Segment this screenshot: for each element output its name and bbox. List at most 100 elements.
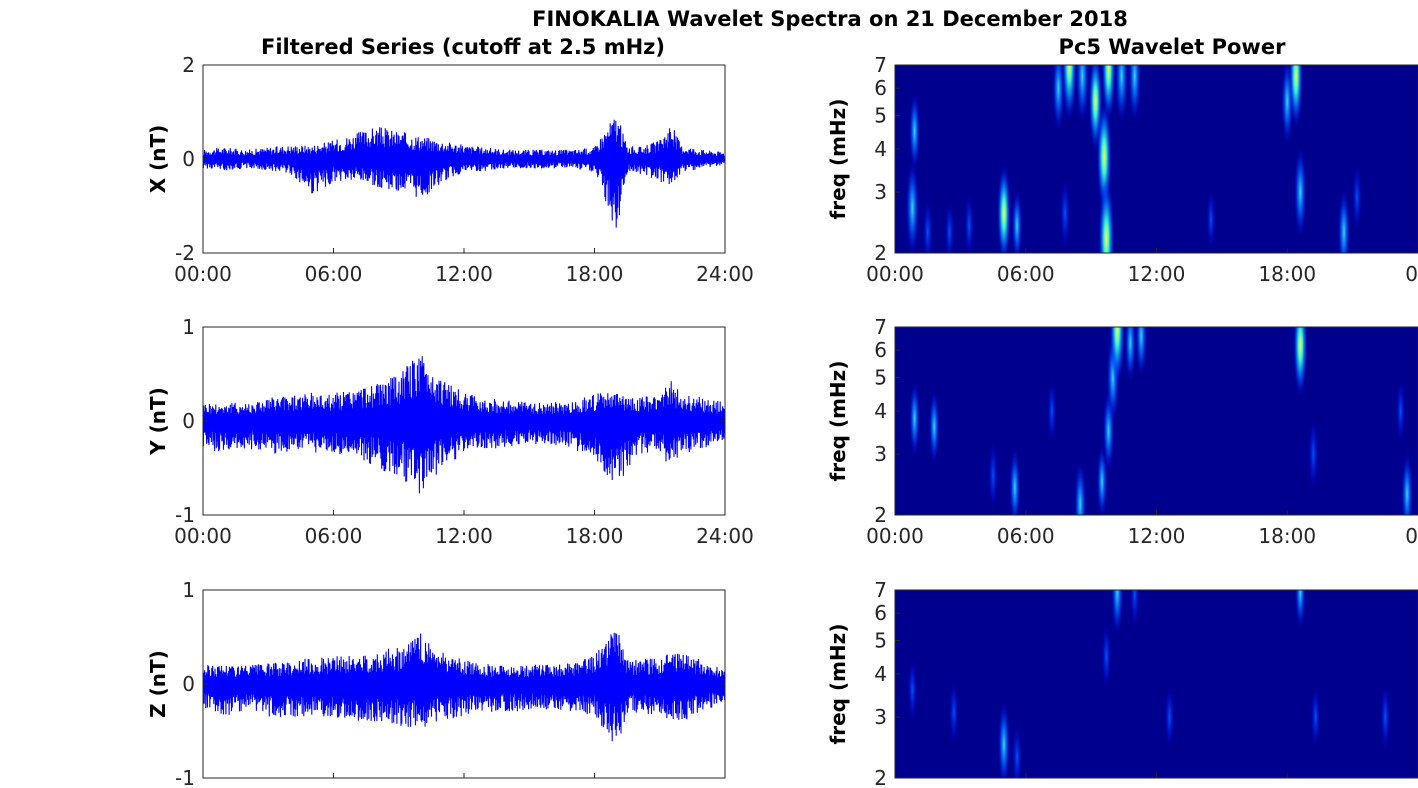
x-series-ytick-label-2: 2 [182, 53, 195, 77]
y-wavelet-panel: 2 3 4 5 67 00:00 06:00 12:00 18:00 00 freq (mHz) [826, 315, 1418, 548]
y-wavelet-power-blob-9 [1109, 327, 1125, 385]
y-wavelet-xtick-label-2: 12:00 [1128, 524, 1186, 548]
z-wavelet-power-blob-1 [949, 681, 959, 743]
y-wavelet-power-blob-0 [909, 381, 920, 456]
x-wavelet-xtick-label-1: 06:00 [997, 262, 1055, 286]
y-series-ytick-label-0: -1 [175, 503, 195, 527]
y-series-ylabel: Y (nT) [146, 387, 170, 456]
y-wavelet-power-layer [909, 327, 1413, 515]
x-wavelet-power-blob-0 [905, 160, 919, 253]
x-wavelet-ytick-label-2: 4 [874, 137, 887, 161]
z-wavelet-power-blob-3 [1012, 724, 1022, 778]
y-wavelet-power-blob-1 [928, 389, 940, 464]
y-wavelet-ytick-label-4: 6 [874, 338, 887, 362]
x-wavelet-panel: 2 3 4 5 67 00:00 06:00 12:00 18:00 00 freq (mHz) [826, 53, 1418, 286]
z-wavelet-ytick-label-4: 6 [874, 601, 887, 625]
right-column-title: Pc5 Wavelet Power [1059, 35, 1287, 59]
x-wavelet-power-blob-7 [1052, 65, 1065, 132]
x-wavelet-power-blob-17 [1206, 191, 1216, 249]
y-wavelet-xtick-label-1: 06:00 [997, 524, 1055, 548]
z-series-ytick-label-0: -1 [175, 766, 195, 788]
y-wavelet-ylabel: freq (mHz) [826, 361, 850, 482]
x-wavelet-power-blob-5 [997, 164, 1011, 253]
z-wavelet-power-blob-9 [1311, 686, 1321, 748]
x-wavelet-power-blob-19 [1288, 65, 1303, 128]
x-series-ytick-label-1: 0 [182, 147, 195, 171]
left-column-title: Filtered Series (cutoff at 2.5 mHz) [261, 35, 665, 59]
x-wavelet-xtick-label-0: 00:00 [866, 262, 924, 286]
x-wavelet-plot-area [895, 65, 1418, 253]
z-series-ytick-label-2: 1 [182, 578, 195, 602]
y-wavelet-power-blob-15 [1396, 380, 1406, 442]
figure-title: FINOKALIA Wavelet Spectra on 21 December… [532, 7, 1128, 31]
x-wavelet-power-blob-2 [922, 199, 933, 253]
x-wavelet-power-blob-22 [1352, 164, 1362, 230]
z-wavelet-power-blob-10 [1380, 684, 1391, 750]
y-wavelet-power-blob-10 [1124, 327, 1136, 382]
y-wavelet-power-blob-13 [1308, 419, 1319, 489]
y-wavelet-plot-area [895, 327, 1418, 515]
y-wavelet-xtick-label-3: 18:00 [1258, 524, 1316, 548]
y-series-panel: -1 0 1 00:00 06:00 12:00 18:00 24:00 Y (nT) [146, 315, 754, 548]
y-series-xtick-label-3: 18:00 [566, 524, 624, 548]
x-wavelet-xtick-label-2: 12:00 [1128, 262, 1186, 286]
y-wavelet-xtick-label-0: 00:00 [866, 524, 924, 548]
y-wavelet-power-blob-14 [1401, 452, 1413, 515]
y-wavelet-xtick-label-4: 00 [1405, 524, 1418, 548]
z-wavelet-power-blob-0 [907, 659, 917, 721]
y-wavelet-ytick-label-1: 3 [874, 442, 887, 466]
y-wavelet-power-blob-12 [1293, 327, 1308, 397]
y-wavelet-ytick-label-3: 5 [874, 365, 887, 389]
x-wavelet-ylabel: freq (mHz) [826, 99, 850, 220]
z-wavelet-plot-area [895, 590, 1418, 778]
y-wavelet-power-blob-6 [1096, 444, 1108, 515]
z-wavelet-ytick-label-1: 3 [874, 705, 887, 729]
x-series-xtick-label-3: 18:00 [566, 262, 624, 286]
z-wavelet-ytick-label-3: 5 [874, 628, 887, 652]
x-wavelet-ytick-label-0: 2 [874, 241, 887, 265]
x-wavelet-ytick-label-1: 3 [874, 180, 887, 204]
x-wavelet-power-blob-20 [1294, 146, 1307, 238]
y-wavelet-power-blob-4 [1047, 380, 1057, 442]
x-wavelet-power-layer [905, 65, 1362, 253]
x-wavelet-power-blob-3 [944, 201, 954, 253]
z-wavelet-power-blob-7 [1165, 686, 1175, 748]
z-wavelet-ytick-label-2: 4 [874, 662, 887, 686]
z-series-ytick-label-1: 0 [182, 672, 195, 696]
x-series-panel: -2 0 2 00:00 06:00 12:00 18:00 24:00 X (nT) [146, 53, 754, 286]
x-wavelet-ytick-label-5: 7 [874, 53, 887, 77]
x-wavelet-ytick-label-3: 5 [874, 103, 887, 127]
z-wavelet-panel: 2 3 4 5 67 freq (mHz) [826, 578, 1418, 788]
z-wavelet-power-blob-5 [1111, 590, 1124, 636]
x-series-ytick-label-0: -2 [175, 241, 195, 265]
y-series-ytick-label-1: 0 [182, 409, 195, 433]
z-wavelet-ytick-label-5: 7 [874, 578, 887, 602]
x-wavelet-power-blob-14 [1101, 65, 1116, 121]
x-series-ylabel: X (nT) [146, 125, 170, 194]
x-series-xtick-label-1: 06:00 [305, 262, 363, 286]
z-series-ylabel: Z (nT) [146, 650, 170, 718]
y-wavelet-power-blob-11 [1135, 327, 1147, 377]
x-wavelet-power-blob-16 [1128, 65, 1141, 122]
x-wavelet-power-blob-4 [964, 195, 974, 253]
y-wavelet-ytick-label-5: 7 [874, 315, 887, 339]
x-wavelet-power-blob-6 [1011, 188, 1023, 253]
x-wavelet-power-blob-9 [1061, 65, 1077, 121]
x-series-series-line [202, 119, 726, 228]
z-wavelet-power-blob-4 [1101, 623, 1112, 690]
x-wavelet-power-blob-13 [1098, 178, 1115, 253]
x-series-xtick-label-2: 12:00 [435, 262, 493, 286]
y-series-xtick-label-2: 12:00 [435, 524, 493, 548]
y-wavelet-power-blob-5 [1074, 460, 1087, 515]
x-wavelet-xtick-label-3: 18:00 [1258, 262, 1316, 286]
z-wavelet-power-blob-2 [997, 701, 1010, 778]
x-wavelet-power-blob-1 [909, 92, 921, 171]
y-wavelet-ytick-label-2: 4 [874, 399, 887, 423]
x-wavelet-power-blob-21 [1337, 188, 1350, 253]
z-wavelet-ytick-label-0: 2 [874, 766, 887, 788]
z-wavelet-ylabel: freq (mHz) [826, 624, 850, 745]
y-series-xtick-label-4: 24:00 [696, 524, 754, 548]
x-wavelet-ytick-label-4: 6 [874, 76, 887, 100]
z-series-series-line [202, 632, 726, 742]
